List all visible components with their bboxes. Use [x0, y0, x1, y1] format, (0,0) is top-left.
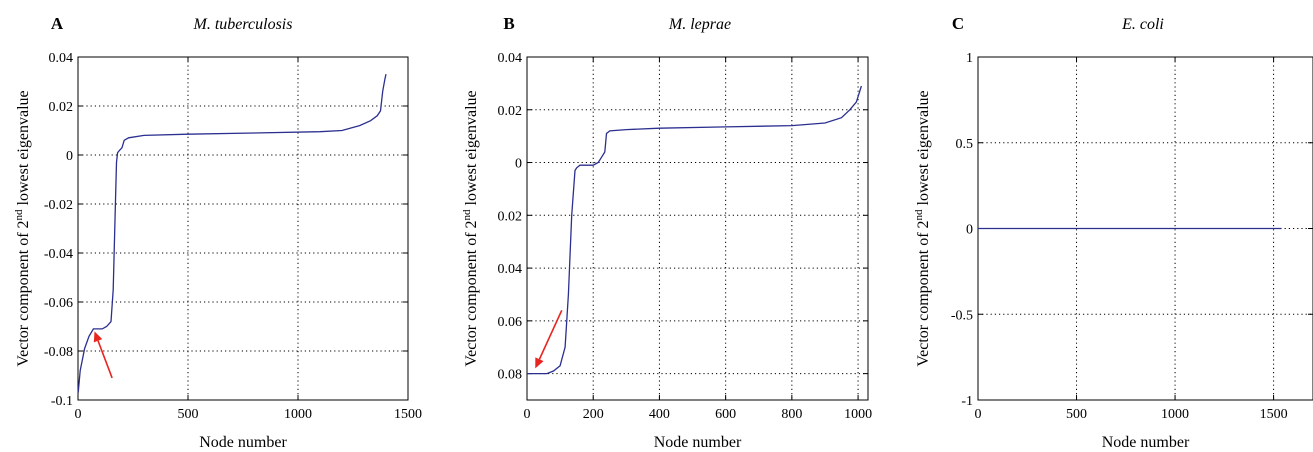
x-axis-label: Node number	[654, 434, 742, 451]
y-tick-label: 0.04	[49, 51, 74, 66]
annotation-arrow-shaft	[97, 340, 113, 379]
y-tick-label: -0.04	[44, 247, 73, 262]
chart-title: M. leprae	[668, 16, 731, 33]
y-tick-label: 0.06	[498, 315, 523, 330]
y-axis-label-end: lowest eigenvalue	[15, 90, 32, 209]
y-axis-label: Vector component of 2nd lowest eigenvalu…	[13, 90, 32, 366]
y-axis-label-main: Vector component of 2	[15, 220, 32, 366]
plot-area	[77, 56, 409, 401]
y-tick-label: 0.04	[498, 262, 523, 277]
panel-letter: B	[503, 14, 514, 33]
panel-c: C E. coli 0 500 1000 1500 -1 -0.5 0 0.5 1 Node numb…	[913, 14, 1313, 451]
y-tick-label: -1	[961, 394, 973, 409]
y-axis-label-superscript: nd	[461, 209, 473, 221]
series-line	[527, 85, 863, 375]
x-tick-label: 500	[1066, 407, 1087, 422]
chart-title: E. coli	[1121, 16, 1164, 33]
x-tick-label: 1500	[394, 407, 422, 422]
y-tick-label: 0.08	[498, 368, 523, 383]
x-tick-label: 500	[178, 407, 199, 422]
y-tick-label: -0.1	[51, 394, 73, 409]
panel-letter: C	[952, 14, 964, 33]
y-tick-label: 1	[966, 51, 973, 66]
y-axis-label-superscript: nd	[913, 209, 925, 221]
x-tick-label: 1000	[284, 407, 312, 422]
y-axis-label: Vector component of 2nd lowest eigenvalu…	[913, 90, 932, 366]
panel-b: B M. leprae 0 200 400 600 800 1000 0.08 0.06 0.04 0…	[461, 14, 872, 451]
y-tick-label: 0	[515, 157, 522, 172]
y-tick-label: 0.02	[498, 104, 523, 119]
y-axis-label-main: Vector component of 2	[463, 220, 480, 366]
x-tick-label: 200	[583, 407, 604, 422]
x-tick-label: 600	[715, 407, 736, 422]
x-tick-label: 0	[75, 407, 82, 422]
y-tick-label: -0.08	[44, 345, 73, 360]
y-tick-label: 0	[66, 149, 73, 164]
y-tick-label: 0.5	[956, 137, 974, 152]
annotation-arrow-shaft	[538, 309, 563, 360]
y-axis-label-end: lowest eigenvalue	[915, 90, 932, 209]
y-axis-label: Vector component of 2nd lowest eigenvalu…	[461, 90, 480, 366]
y-tick-label: -0.02	[44, 198, 73, 213]
x-tick-label: 0	[975, 407, 982, 422]
y-axis-label-end: lowest eigenvalue	[463, 90, 480, 209]
annotation-arrow-head	[535, 357, 544, 369]
x-tick-label: 0	[524, 407, 531, 422]
panel-a: A M. tuberculosis 0 500 1000 1500 -0.1 -0.08 -0.…	[13, 14, 422, 451]
x-tick-label: 1500	[1260, 407, 1288, 422]
y-tick-label: 0.02	[498, 209, 523, 224]
y-tick-label: 0.02	[49, 100, 74, 115]
series-line	[77, 74, 387, 393]
x-tick-label: 400	[649, 407, 670, 422]
y-tick-label: -0.06	[44, 296, 73, 311]
panel-letter: A	[51, 14, 64, 33]
chart-title: M. tuberculosis	[193, 16, 293, 33]
y-tick-label: 0	[966, 223, 973, 238]
y-axis-label-superscript: nd	[13, 209, 25, 221]
x-tick-label: 800	[781, 407, 802, 422]
y-axis-label-main: Vector component of 2	[915, 220, 932, 366]
x-axis-label: Node number	[199, 434, 287, 451]
x-tick-label: 1000	[844, 407, 872, 422]
x-axis-label: Node number	[1102, 434, 1190, 451]
y-tick-label: -0.5	[951, 308, 973, 323]
annotation-arrow-head	[93, 331, 103, 343]
plot-area	[526, 56, 869, 401]
y-tick-label: 0.04	[498, 51, 523, 66]
x-tick-label: 1000	[1161, 407, 1189, 422]
